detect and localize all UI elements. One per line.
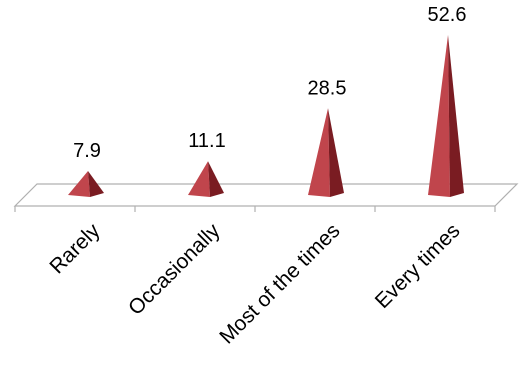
pyramid-bar [188,161,224,197]
pyramid-face-light [68,170,90,197]
pyramid-face-dark [328,108,344,197]
pyramid-bar [68,170,104,197]
data-label: 28.5 [308,77,347,99]
pyramid-face-light [188,161,210,197]
pyramid-face-dark [448,35,464,197]
data-label: 52.6 [428,4,467,26]
pyramid-bar [308,108,344,197]
pyramid-face-dark [208,161,224,197]
pyramid-face-dark [88,170,104,197]
category-label: Occasionally [124,219,225,320]
data-label: 7.9 [73,140,101,162]
chart-floor [13,183,519,212]
data-label: 11.1 [188,130,225,152]
chart-marks [68,35,464,197]
pyramid-bar [428,35,464,197]
pyramid-face-light [428,35,450,197]
category-label: Most of the times [215,219,344,348]
category-label: Every times [371,219,465,313]
pyramid-face-light [308,108,330,197]
category-label: Rarely [45,219,105,279]
